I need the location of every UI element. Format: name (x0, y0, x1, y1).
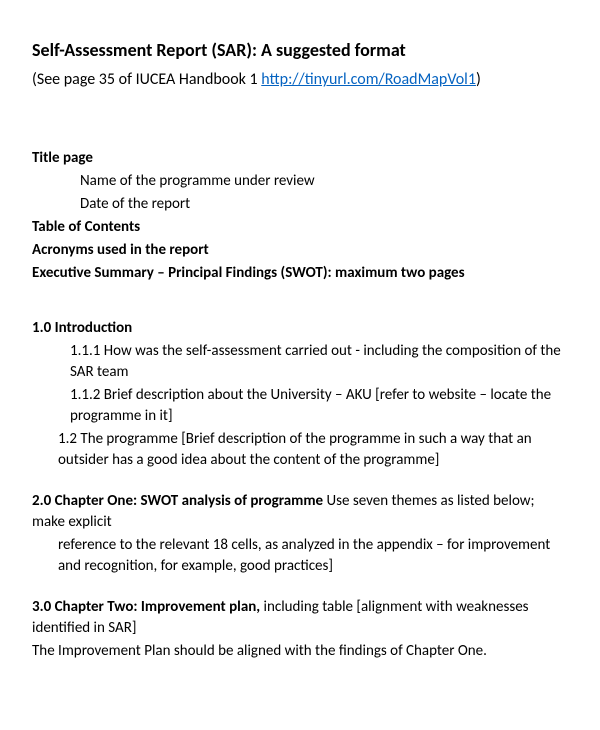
subtitle-suffix: ) (476, 70, 481, 89)
exec-summary-heading: Executive Summary – Principal Findings (… (32, 263, 568, 284)
handbook-link[interactable]: http://tinyurl.com/RoadMapVol1 (261, 70, 476, 89)
intro-heading: 1.0 Introduction (32, 318, 568, 339)
chapter-one-desc-cont: reference to the relevant 18 cells, as a… (58, 535, 568, 577)
document-title: Self-Assessment Report (SAR): A suggeste… (32, 38, 568, 63)
chapter-two-block: 3.0 Chapter Two: Improvement plan, inclu… (32, 597, 568, 639)
toc-heading: Table of Contents (32, 217, 568, 238)
chapter-two-heading: 3.0 Chapter Two: Improvement plan, (32, 598, 264, 616)
document-subtitle: (See page 35 of IUCEA Handbook 1 http://… (32, 69, 568, 91)
title-page-heading: Title page (32, 148, 568, 169)
acronyms-heading: Acronyms used in the report (32, 240, 568, 261)
title-page-item: Name of the programme under review (80, 171, 568, 192)
title-page-item: Date of the report (80, 194, 568, 215)
chapter-one-heading: 2.0 Chapter One: SWOT analysis of progra… (32, 492, 327, 510)
subtitle-prefix: (See page 35 of IUCEA Handbook 1 (32, 70, 261, 89)
intro-item-12: 1.2 The programme [Brief description of … (58, 429, 568, 471)
intro-item-112: 1.1.2 Brief description about the Univer… (70, 385, 568, 427)
chapter-one-block: 2.0 Chapter One: SWOT analysis of progra… (32, 491, 568, 533)
intro-item-111: 1.1.1 How was the self-assessment carrie… (70, 341, 568, 383)
intro-12-label: 1.2 The programme (58, 430, 181, 448)
chapter-two-line2: The Improvement Plan should be aligned w… (32, 641, 568, 662)
